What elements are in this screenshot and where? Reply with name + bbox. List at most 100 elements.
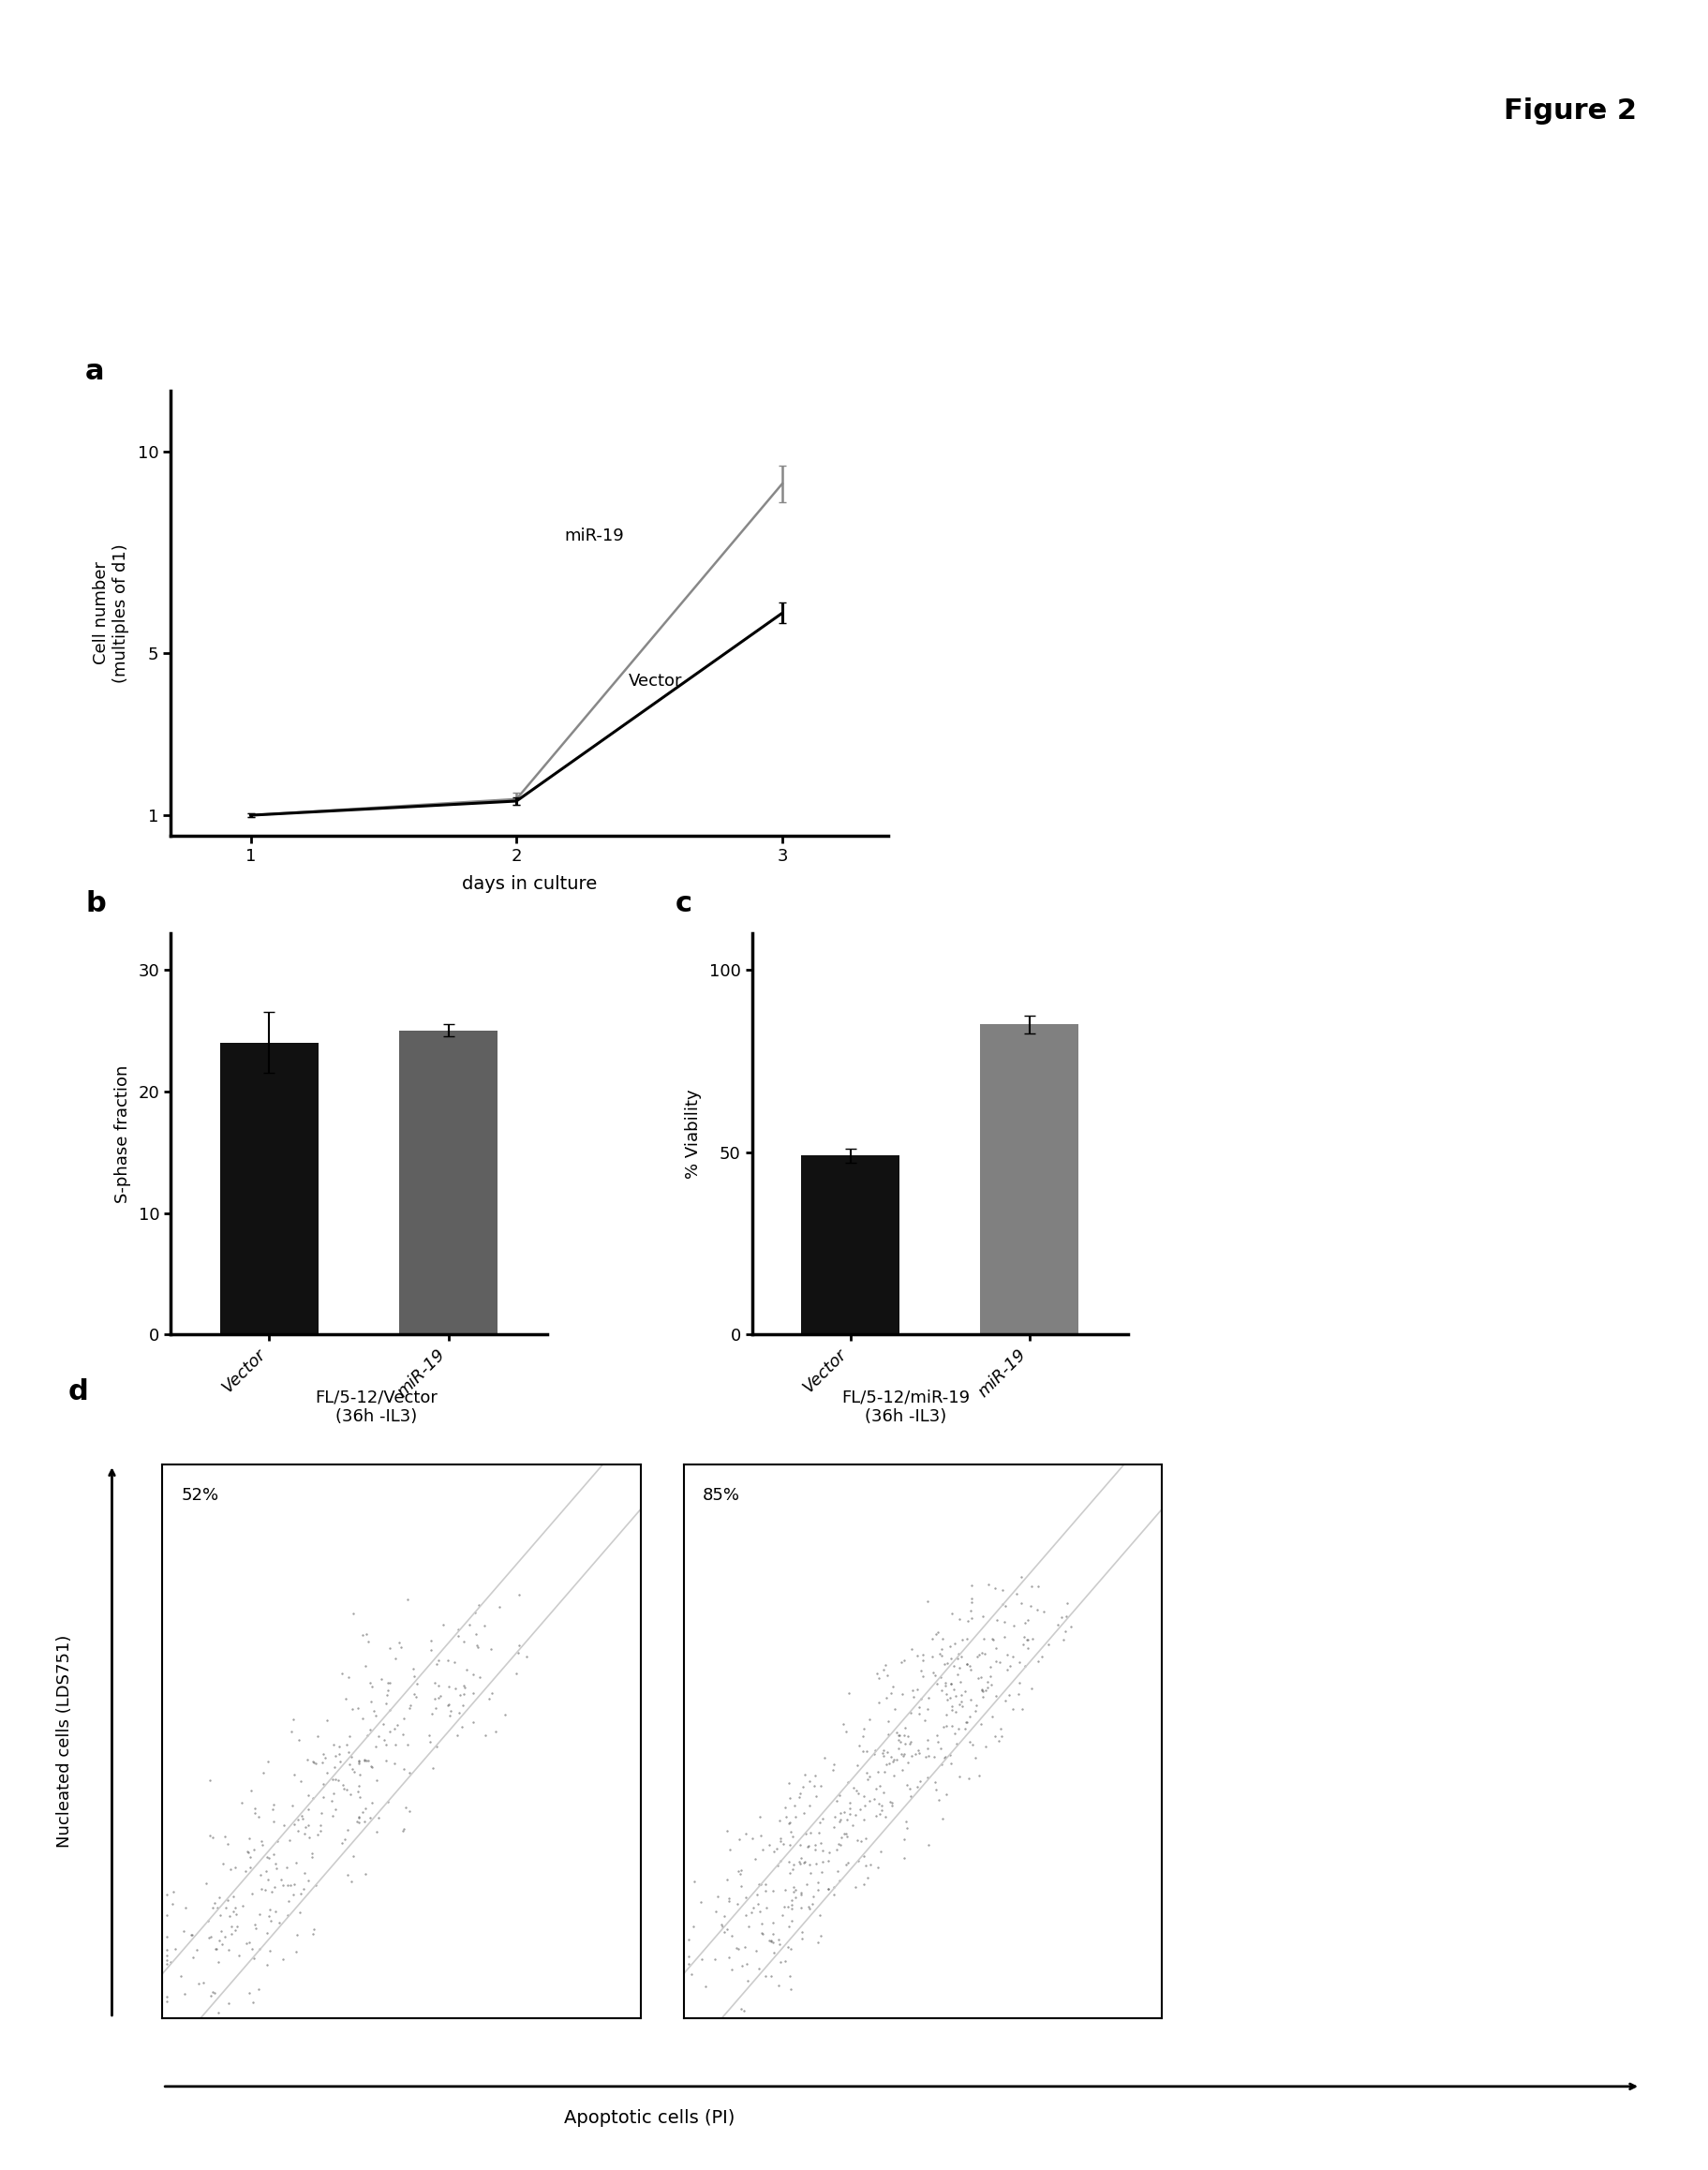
Bar — [980, 1024, 1078, 1335]
Point — [782, 1879, 810, 1914]
Point — [318, 1762, 345, 1797]
Point — [290, 1816, 318, 1851]
Point — [304, 1816, 331, 1851]
Point — [786, 1827, 813, 1862]
Point — [372, 1677, 400, 1712]
Point — [876, 1675, 904, 1710]
Point — [321, 1762, 348, 1797]
Point — [787, 1875, 815, 1910]
Point — [289, 1801, 316, 1836]
Point — [270, 1808, 297, 1842]
Point — [827, 1795, 854, 1829]
Point — [417, 1623, 444, 1658]
Point — [335, 1812, 362, 1847]
Point — [389, 1812, 417, 1847]
Point — [791, 1795, 818, 1829]
Point — [873, 1658, 900, 1693]
Point — [897, 1738, 924, 1773]
Point — [847, 1825, 874, 1860]
Point — [340, 1753, 367, 1788]
Point — [772, 1799, 799, 1834]
Point — [244, 1973, 272, 2007]
Point — [444, 1695, 471, 1729]
Point — [196, 1920, 224, 1955]
Point — [782, 1799, 810, 1834]
Point — [294, 1792, 321, 1827]
Point — [808, 1855, 835, 1890]
Point — [868, 1792, 895, 1827]
Point — [745, 1951, 772, 1986]
Point — [154, 1946, 181, 1981]
Point — [905, 1764, 933, 1799]
Point — [389, 1814, 417, 1849]
Point — [287, 1764, 314, 1799]
Point — [717, 1953, 745, 1988]
Point — [376, 1664, 403, 1699]
Text: c: c — [675, 890, 692, 918]
Point — [675, 1923, 702, 1957]
Text: 52%: 52% — [181, 1486, 219, 1504]
Point — [972, 1673, 999, 1708]
Point — [825, 1777, 852, 1812]
Point — [936, 1738, 963, 1773]
Point — [890, 1823, 917, 1858]
Point — [946, 1638, 974, 1673]
Point — [844, 1775, 871, 1810]
Point — [907, 1654, 934, 1688]
Point — [1016, 1569, 1044, 1604]
Point — [284, 1814, 311, 1849]
Point — [863, 1656, 890, 1690]
Point — [478, 1675, 506, 1710]
Point — [325, 1736, 352, 1771]
Point — [205, 1923, 232, 1957]
Point — [909, 1636, 936, 1671]
Point — [196, 1979, 224, 2014]
Point — [214, 1884, 241, 1918]
Point — [897, 1695, 924, 1729]
Point — [196, 1818, 224, 1853]
Point — [902, 1736, 929, 1771]
Point — [236, 1851, 263, 1886]
Point — [352, 1858, 379, 1892]
Point — [287, 1894, 314, 1929]
Point — [154, 1942, 181, 1977]
Point — [808, 1801, 835, 1836]
Point — [815, 1871, 842, 1905]
Point — [777, 1903, 804, 1938]
Point — [827, 1827, 854, 1862]
Point — [931, 1667, 958, 1701]
Point — [904, 1769, 931, 1803]
Point — [770, 1944, 798, 1979]
Point — [229, 1888, 256, 1923]
Point — [277, 1868, 304, 1903]
Point — [834, 1844, 861, 1879]
Point — [905, 1736, 933, 1771]
Point — [752, 1890, 779, 1925]
Point — [804, 1866, 832, 1901]
Point — [195, 1903, 222, 1938]
Point — [161, 1931, 188, 1966]
Point — [980, 1571, 1008, 1606]
Point — [200, 1821, 227, 1855]
Point — [996, 1649, 1023, 1684]
Point — [968, 1673, 996, 1708]
Point — [1023, 1593, 1050, 1628]
Point — [927, 1621, 955, 1656]
Point — [1033, 1628, 1061, 1662]
Point — [746, 1866, 774, 1901]
Point — [936, 1680, 963, 1714]
Point — [791, 1758, 818, 1792]
Point — [178, 1918, 205, 1953]
Point — [834, 1818, 861, 1853]
Point — [1047, 1599, 1074, 1634]
Point — [931, 1669, 958, 1703]
Point — [752, 1960, 779, 1994]
Point — [374, 1673, 401, 1708]
Point — [936, 1630, 963, 1664]
Point — [958, 1727, 986, 1762]
Point — [886, 1736, 914, 1771]
Point — [955, 1762, 982, 1797]
Point — [808, 1844, 835, 1879]
Point — [256, 1933, 284, 1968]
Point — [731, 1816, 758, 1851]
